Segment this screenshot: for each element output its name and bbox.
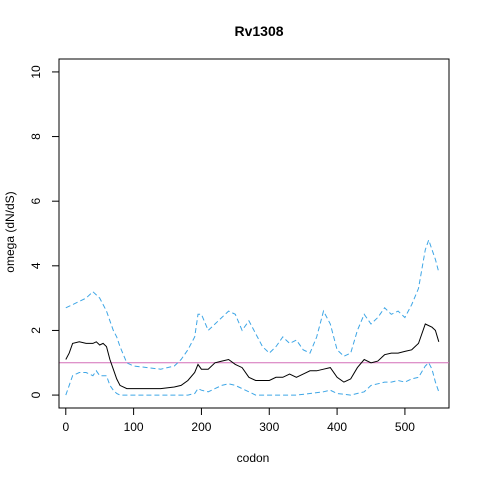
y-tick-label: 2: [29, 327, 43, 334]
x-tick-label: 500: [395, 420, 415, 434]
y-tick-label: 0: [29, 391, 43, 398]
chart-title: Rv1308: [234, 23, 283, 39]
y-tick-label: 10: [29, 65, 43, 79]
series-line-2: [65, 323, 440, 390]
x-tick-label: 400: [327, 420, 347, 434]
series-line-3: [65, 361, 440, 396]
y-tick-label: 6: [29, 198, 43, 205]
y-tick-label: 8: [29, 133, 43, 140]
x-axis-label: codon: [237, 451, 270, 465]
x-tick-label: 200: [191, 420, 211, 434]
y-axis: 0 2 4 6 8 10: [29, 65, 60, 398]
x-tick-label: 100: [124, 420, 144, 434]
y-tick-label: 4: [29, 262, 43, 269]
y-axis-label: omega (dN/dS): [3, 191, 17, 272]
x-axis: 0 100 200 300 400 500: [62, 407, 415, 434]
series-layer: [65, 238, 440, 396]
x-tick-label: 0: [62, 420, 69, 434]
series-line-1: [65, 238, 440, 370]
x-tick-label: 300: [259, 420, 279, 434]
